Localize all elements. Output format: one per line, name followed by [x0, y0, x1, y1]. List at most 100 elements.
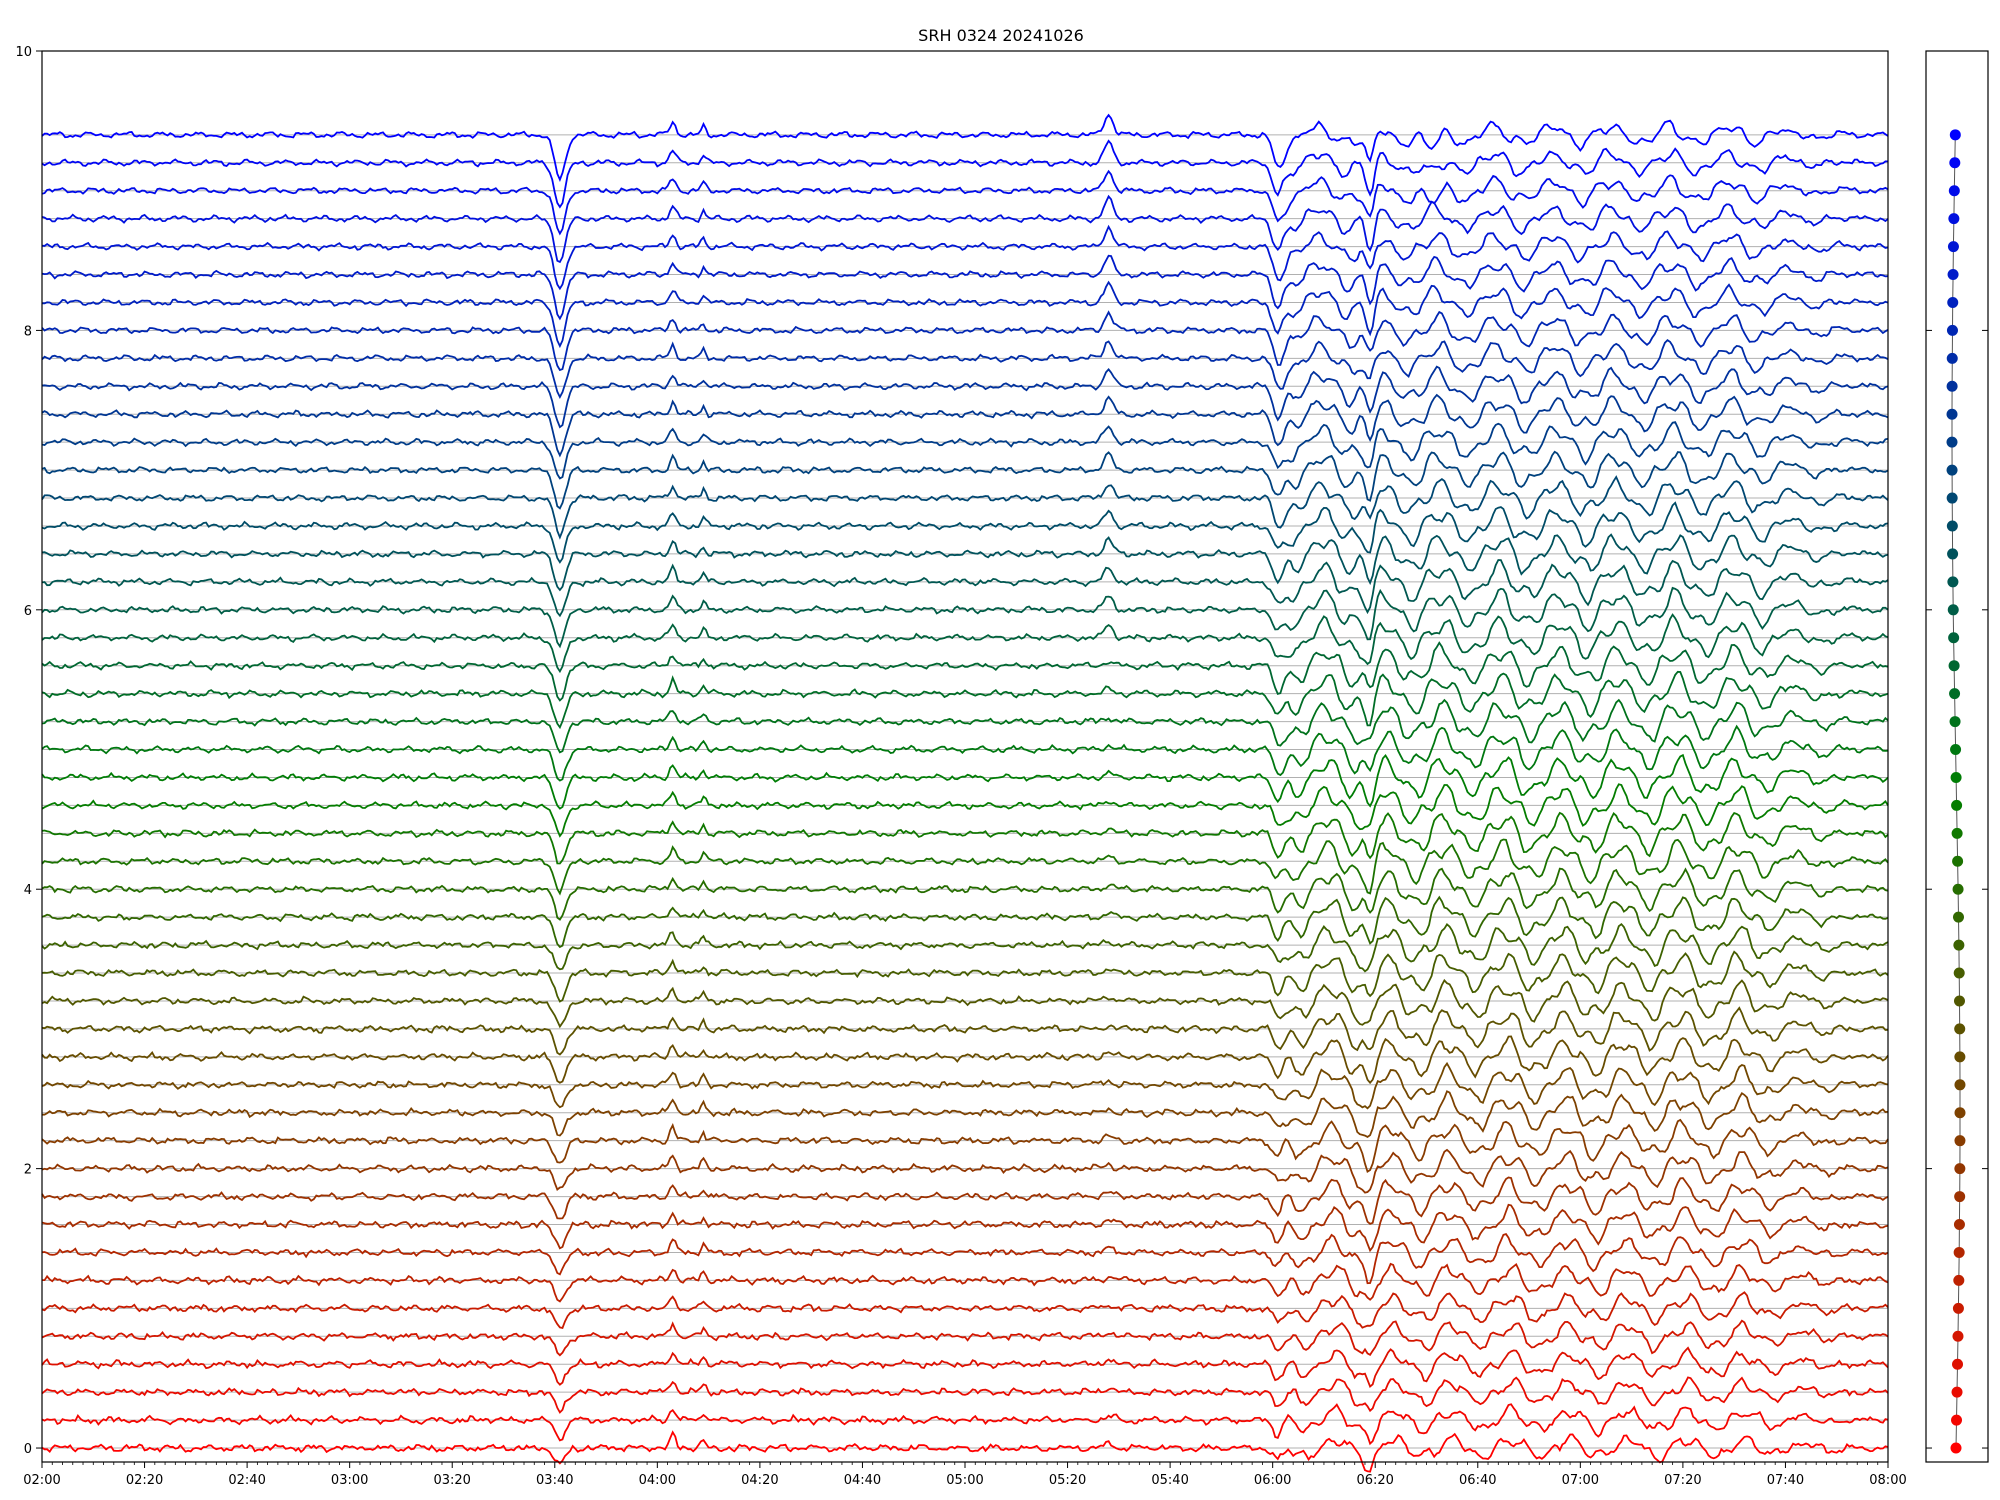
side-marker-point: [1946, 408, 1958, 420]
x-tick-label: 08:00: [1869, 1473, 1906, 1488]
trace-line: [41, 867, 1889, 921]
x-tick-label: 05:20: [1049, 1473, 1086, 1488]
side-marker-point: [1953, 1246, 1965, 1258]
side-marker-point: [1954, 1107, 1966, 1119]
side-marker-point: [1953, 995, 1965, 1007]
side-marker-point: [1947, 604, 1959, 616]
side-marker-point: [1954, 1191, 1966, 1203]
y-tick-label: 2: [24, 1163, 32, 1178]
side-marker-point: [1948, 632, 1960, 644]
trace-line: [41, 254, 1889, 321]
x-tick-label: 06:20: [1356, 1473, 1393, 1488]
side-marker-point: [1947, 548, 1959, 560]
side-marker-point: [1946, 436, 1958, 448]
side-marker-point: [1951, 1414, 1963, 1426]
side-marker-point: [1952, 883, 1964, 895]
trace-line: [41, 1233, 1889, 1285]
x-tick-label: 07:40: [1767, 1473, 1804, 1488]
trace-line: [41, 1090, 1889, 1138]
trace-line: [41, 169, 1889, 236]
trace-line: [42, 1262, 1889, 1303]
x-tick-label: 02:40: [228, 1473, 265, 1488]
trace-line: [41, 698, 1889, 754]
x-tick-label: 02:00: [23, 1473, 60, 1488]
trace-line: [41, 641, 1889, 702]
side-marker-point: [1946, 380, 1958, 392]
x-tick-label: 02:20: [126, 1473, 163, 1488]
x-tick-label: 07:20: [1664, 1473, 1701, 1488]
side-marker-point: [1946, 324, 1958, 336]
x-tick-label: 03:40: [536, 1473, 573, 1488]
chart-title: SRH 0324 20241026: [918, 26, 1084, 45]
side-marker-point: [1952, 1330, 1964, 1342]
side-marker-point: [1947, 576, 1959, 588]
x-tick-label: 04:00: [639, 1473, 676, 1488]
trace-line: [41, 922, 1889, 973]
trace-line: [41, 1376, 1889, 1414]
trace-line: [41, 501, 1889, 564]
trace-line: [41, 811, 1889, 865]
side-marker-point: [1946, 352, 1958, 364]
side-marker-point: [1948, 660, 1960, 672]
side-marker-point: [1951, 799, 1963, 811]
trace-line: [41, 113, 1889, 182]
trace-line: [41, 559, 1889, 618]
x-tick-label: 04:20: [741, 1473, 778, 1488]
trace-line: [41, 1203, 1889, 1253]
x-axis: 02:00 02:20 02:40 03:00 03:20 03:40 04:00 04:20…: [23, 1462, 1907, 1488]
side-marker-point: [1948, 185, 1960, 197]
trace-line: [41, 586, 1889, 649]
y-tick-label: 0: [24, 1442, 32, 1457]
trace-line: [41, 783, 1889, 838]
side-marker-point: [1949, 157, 1961, 169]
side-marker-point: [1949, 688, 1961, 700]
trace-line: [41, 1403, 1889, 1446]
y-tick-label: 8: [24, 324, 32, 339]
side-marker-point: [1952, 911, 1964, 923]
main-plot-area: 02:00 02:20 02:40 03:00 03:20 03:40 04:00 04:20…: [15, 45, 1906, 1488]
side-marker-point: [1953, 967, 1965, 979]
side-axis-ticks: [1926, 50, 1988, 1449]
side-marker-point: [1949, 129, 1961, 141]
trace-line: [41, 613, 1889, 674]
side-marker-point: [1950, 771, 1962, 783]
trace-line: [41, 950, 1889, 1003]
trace-line: [41, 1430, 1889, 1473]
y-tick-label: 6: [24, 604, 32, 619]
trace-line: [41, 421, 1889, 480]
side-plot-area: [1925, 50, 1989, 1463]
side-marker-point: [1947, 269, 1959, 281]
trace-line: [41, 724, 1889, 782]
trace-line: [41, 1061, 1889, 1110]
side-marker-point: [1953, 1274, 1965, 1286]
side-marker-point: [1946, 464, 1958, 476]
x-tick-label: 06:40: [1459, 1473, 1496, 1488]
trace-line: [41, 310, 1889, 372]
side-marker-point: [1952, 1358, 1964, 1370]
trace-line: [41, 1291, 1889, 1330]
trace-line: [41, 365, 1889, 429]
trace-line: [41, 393, 1889, 458]
trace-line: [41, 978, 1889, 1029]
trace-line: [41, 1176, 1889, 1225]
side-marker-point: [1952, 1302, 1964, 1314]
trace-line: [41, 1148, 1889, 1194]
side-marker-point: [1950, 1442, 1962, 1454]
side-marker-point: [1954, 1023, 1966, 1035]
trace-line: [42, 280, 1889, 349]
trace-line: [41, 1118, 1889, 1173]
x-tick-label: 05:40: [1151, 1473, 1188, 1488]
trace-line: [41, 753, 1889, 810]
x-tick-label: 07:00: [1562, 1473, 1599, 1488]
trace-line: [41, 1346, 1889, 1388]
side-marker-point: [1954, 1135, 1966, 1147]
side-marker-point: [1951, 1386, 1963, 1398]
trace-line: [41, 533, 1889, 592]
x-tick-label: 05:00: [946, 1473, 983, 1488]
side-marker-point: [1946, 520, 1958, 532]
side-marker-point: [1950, 744, 1962, 756]
side-marker-point: [1947, 296, 1959, 308]
side-marker-point: [1953, 939, 1965, 951]
trace-line: [41, 339, 1889, 399]
trace-line: [41, 450, 1889, 510]
